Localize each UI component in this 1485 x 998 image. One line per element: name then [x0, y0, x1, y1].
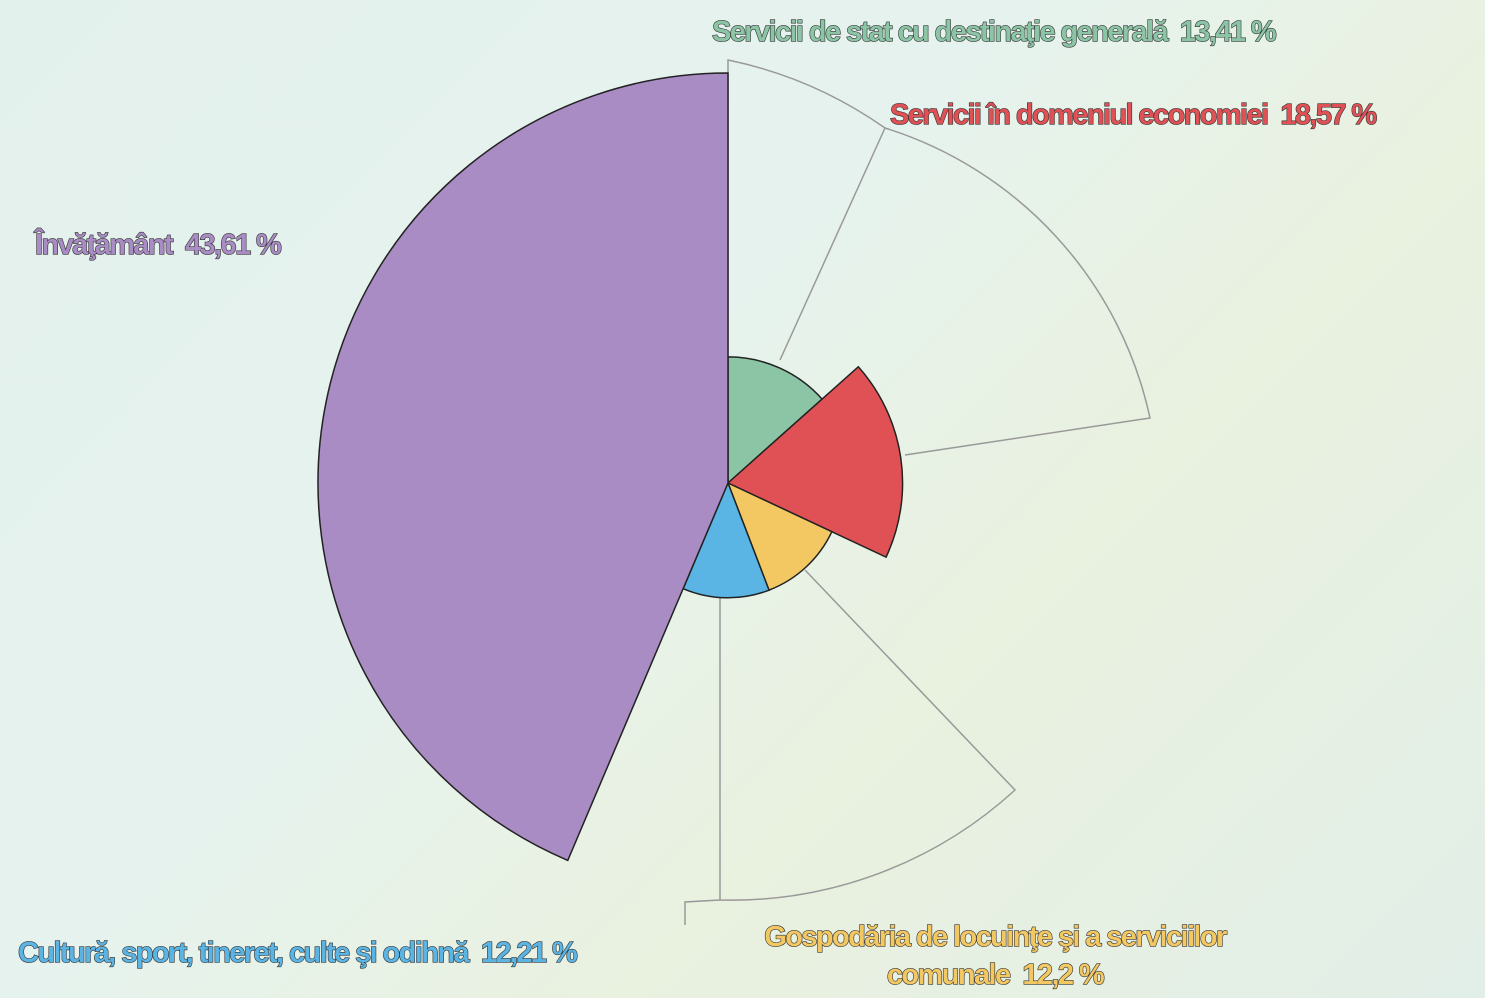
slice — [726, 365, 904, 559]
slice-label: Învăţământ 43,61 % — [34, 226, 282, 264]
value-label: 18,57 % — [1280, 98, 1378, 131]
ghost-wedges — [684, 59, 1151, 925]
category-label: Gospodăria de locuinţe şi a serviciilor … — [764, 920, 1228, 991]
category-label: Servicii în domeniul economiei — [889, 98, 1269, 131]
category-label: Cultură, sport, tineret, culte şi odihnă — [17, 936, 470, 969]
slice-label: Cultură, sport, tineret, culte şi odihnă… — [17, 934, 578, 972]
slice — [682, 480, 771, 599]
value-label: 12,2 % — [1022, 958, 1105, 991]
category-label: Servicii de stat cu destinaţie generală — [711, 15, 1169, 48]
slice-label: Servicii în domeniul economiei 18,57 % — [889, 96, 1378, 134]
slices — [317, 72, 904, 862]
ghost-wedge — [727, 59, 886, 355]
slice — [726, 481, 833, 592]
ghost-wedge — [684, 899, 721, 925]
slice — [317, 72, 729, 862]
ghost-wedge — [779, 127, 1151, 456]
category-label: Învăţământ — [34, 228, 174, 261]
slice-label: Gospodăria de locuinţe şi a serviciilor … — [700, 918, 1290, 994]
value-label: 43,61 % — [184, 228, 282, 261]
slice-label: Servicii de stat cu destinaţie generală … — [711, 13, 1277, 51]
slice — [727, 356, 824, 485]
ghost-wedge — [719, 569, 1017, 901]
value-label: 12,21 % — [480, 936, 578, 969]
value-label: 13,41 % — [1179, 15, 1277, 48]
